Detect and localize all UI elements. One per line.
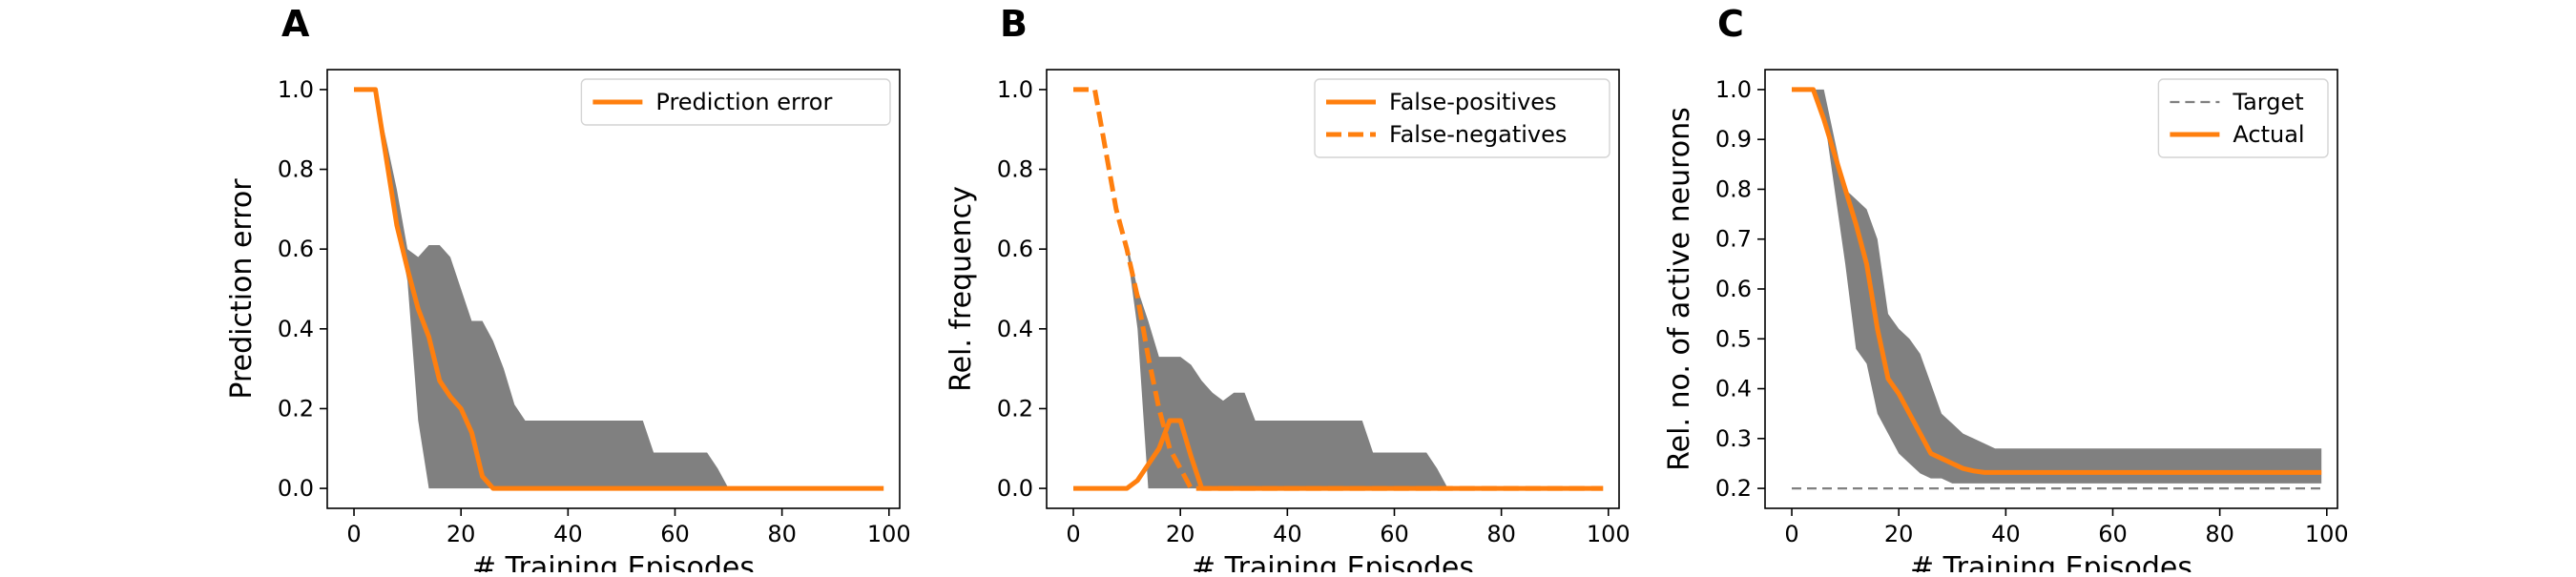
panel-b-x-tick-label: 20 [1166,521,1195,547]
panel-b-x-tick-label: 40 [1273,521,1302,547]
panel-c-legend: Target Actual [2157,78,2329,158]
panel-b-y-tick-label: 0.0 [997,475,1033,502]
panel-a-axes-frame [326,69,901,509]
panel-c-y-tick-label: 0.4 [1715,376,1752,402]
panel-b-legend-box [1314,78,1610,158]
panel-b-series-false-negatives [1073,87,1604,491]
panel-b-x-axis-label: # Training Episodes [1192,551,1474,572]
panel-c-y-axis-label: Rel. no. of active neurons [1663,107,1696,471]
panel-a-x-tick-label: 40 [553,521,583,547]
panel-a-y-tick-label: 0.0 [278,475,314,502]
panel-c-x-tick-label: 60 [2098,521,2128,547]
panel-c-y-tick-label: 0.6 [1715,276,1752,302]
panel-c-y-tick-label: 0.5 [1715,325,1752,352]
panel-b-y-tick-label: 0.8 [997,156,1033,183]
panel-c: C 0 20 40 60 80 100 0.2 0.3 0.4 0.5 0.6 0.7 0.8 0.9 1.… [1663,3,2349,577]
panel-b-plot [1073,87,1604,491]
panel-c-x-tick-label: 0 [1784,521,1798,547]
panel-b-legend: False-positives False-negatives [1314,78,1610,158]
panel-c-y-tick-label: 0.3 [1715,425,1752,452]
panel-c-series-actual [1792,87,2322,475]
panel-c-x-tick-label: 100 [2305,521,2349,547]
panel-c-x-tick-label: 20 [1884,521,1914,547]
panel-a-y-axis-label: Prediction error [225,178,259,400]
panel-b-x-tick-label: 80 [1486,521,1516,547]
panel-a-legend-label: Prediction error [655,89,832,115]
panel-c-x-axis-label: # Training Episodes [1910,551,2192,572]
panel-a-x-tick-label: 100 [867,521,911,547]
panel-c-y-tick-label: 1.0 [1715,76,1752,103]
panel-a-legend: Prediction error [580,78,891,126]
panel-c-letter: C [1717,3,1744,45]
panel-b-x-tick-label: 100 [1587,521,1631,547]
panel-a-y-tick-label: 0.8 [278,156,314,183]
panel-a-plot [354,87,884,491]
panel-c-x-tick-label: 80 [2205,521,2234,547]
panel-b-y-axis-label: Rel. frequency [945,186,978,392]
panel-a-letter: A [281,3,310,45]
panel-b-x-tick-label: 60 [1380,521,1409,547]
panel-c-plot [1792,87,2322,490]
panel-a-x-tick-label: 0 [346,521,361,547]
panel-a-spread-band [354,89,884,489]
panel-a-y-tick-label: 0.4 [278,316,314,342]
panel-a-y-tick-label: 0.6 [278,236,314,262]
panel-c-y-tick-label: 0.7 [1715,226,1752,253]
panel-a-y-tick-label: 0.2 [278,395,314,422]
panel-a-x-axis-label: # Training Episodes [472,551,755,572]
panel-b-y-tick-label: 0.6 [997,236,1033,262]
panel-c-legend-label: Target [2232,89,2303,115]
panel-c-x-tick-label: 40 [1991,521,2021,547]
panel-a-y-tick-label: 1.0 [278,76,314,103]
panel-c-y-tick-label: 0.9 [1715,126,1752,153]
panel-a-legend-box [580,78,891,126]
panel-b-x-tick-label: 0 [1066,521,1080,547]
panel-a-x-tick-label: 60 [660,521,690,547]
panel-b-axes-frame [1046,69,1620,509]
panel-c-y-tick-label: 0.2 [1715,475,1752,502]
panel-c-legend-box [2157,78,2329,158]
panel-c-y-tick-label: 0.8 [1715,175,1752,202]
panel-a-x-tick-label: 20 [447,521,476,547]
panel-b-y-tick-label: 0.2 [997,395,1033,422]
panel-b-ticks: 0 20 40 60 80 100 0.0 0.2 0.4 0.6 0.8 1.0 [997,76,1631,547]
panel-a-series-prediction-error [354,87,884,491]
panel-b-letter: B [1000,3,1028,45]
panel-c-legend-label: Actual [2233,121,2304,148]
panel-b-legend-label: False-negatives [1389,121,1567,148]
panel-c-ticks: 0 20 40 60 80 100 0.2 0.3 0.4 0.5 0.6 0.7 0.8 0.9 1.0 [1715,76,2349,547]
panel-b-y-tick-label: 1.0 [997,76,1033,103]
panel-b-spread-band [1127,240,1604,489]
panel-a-x-tick-label: 80 [767,521,797,547]
panel-a-ticks: 0 20 40 60 80 100 0.0 0.2 0.4 0.6 0.8 1.0 [278,76,911,547]
panel-b-y-tick-label: 0.4 [997,316,1033,342]
panel-b-legend-label: False-positives [1389,89,1557,115]
